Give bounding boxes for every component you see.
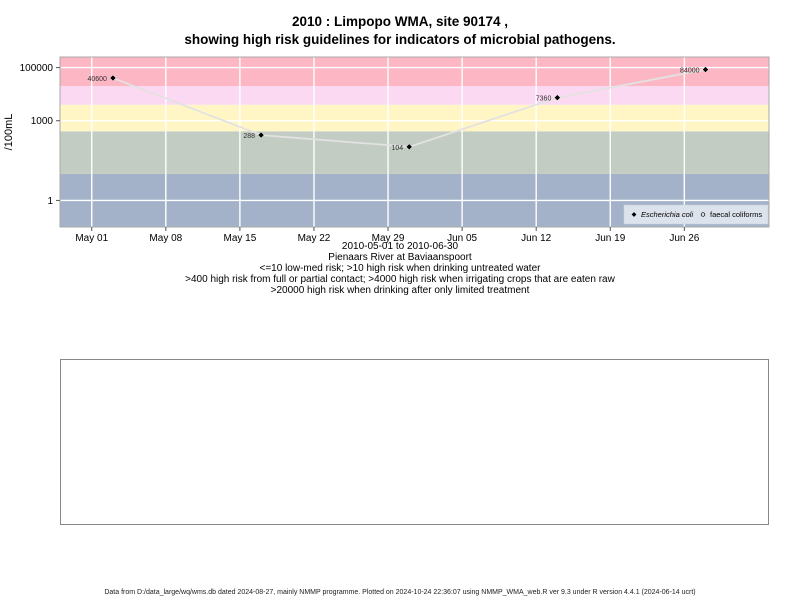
legend: Escherichia coli faecal coliforms: [623, 204, 769, 225]
data-label-1: 40600: [87, 76, 107, 83]
x-axis: May 01 May 08 May 15 May 22 May 29 Jun 05 Jun …: [75, 227, 700, 244]
footer-source-note: Data from D:/data_large/wq/wms.db dated …: [104, 589, 696, 596]
x-tick-label-4: May 22: [298, 233, 331, 244]
x-tick-label-3: May 15: [223, 233, 256, 244]
legend-marker-1: [631, 212, 637, 217]
data-points: [109, 66, 709, 151]
y-axis-label: /100mL: [3, 114, 15, 151]
y-tick-label-1: 1: [47, 196, 53, 207]
x-tick-label-7: Jun 12: [521, 233, 551, 244]
data-label-5: 84000: [680, 68, 700, 75]
data-point-1: [109, 74, 117, 82]
plot-frame: [59, 56, 770, 228]
risk-band-2: [60, 131, 769, 174]
data-label-3: 104: [392, 145, 404, 152]
y-tick-label-2: 1000: [31, 116, 54, 127]
x-tick-label-2: May 08: [149, 233, 182, 244]
risk-bands: [60, 57, 769, 227]
note-rule-3: >20000 high risk when drinking after onl…: [270, 285, 530, 296]
chart-title-line-1: 2010 : Limpopo WMA, site 90174 ,: [291, 14, 509, 29]
data-label-4: 7360: [536, 96, 552, 103]
chart-notes: 2010-05-01 to 2010-06-30 Pienaars River …: [0, 241, 800, 296]
data-point-2: [257, 131, 265, 139]
legend-box: [623, 204, 769, 225]
note-rule-1: <=10 low-med risk; >10 high risk when dr…: [259, 263, 541, 274]
x-tick-label-6: Jun 05: [447, 233, 477, 244]
x-tick-label-5: May 29: [372, 233, 405, 244]
empty-panel: [60, 359, 769, 525]
grid-lines: [60, 57, 769, 227]
data-point-5: [702, 66, 709, 73]
x-tick-label-9: Jun 26: [669, 233, 699, 244]
x-tick-label-1: May 01: [75, 233, 108, 244]
note-site-name: Pienaars River at Baviaanspoort: [328, 252, 472, 263]
x-tick-label-8: Jun 19: [595, 233, 625, 244]
y-axis: 1 1000 100000: [20, 63, 60, 207]
note-date-range: 2010-05-01 to 2010-06-30: [341, 241, 459, 252]
data-point-3: [405, 143, 413, 151]
data-label-2: 288: [243, 133, 255, 140]
legend-label-2: faecal coliforms: [710, 210, 762, 219]
data-point-4: [554, 94, 561, 102]
risk-band-3: [60, 104, 769, 132]
chart-title-line-2: showing high risk guidelines for indicat…: [184, 32, 616, 47]
legend-marker-2: [700, 212, 706, 217]
note-rule-2: >400 high risk from full or partial cont…: [185, 274, 615, 285]
risk-band-5: [60, 57, 769, 87]
y-tick-label-3: 100000: [20, 63, 54, 74]
legend-label-1: Escherichia coli: [641, 210, 693, 219]
data-point-labels: 40600 288 104 7360 84000: [87, 68, 699, 152]
